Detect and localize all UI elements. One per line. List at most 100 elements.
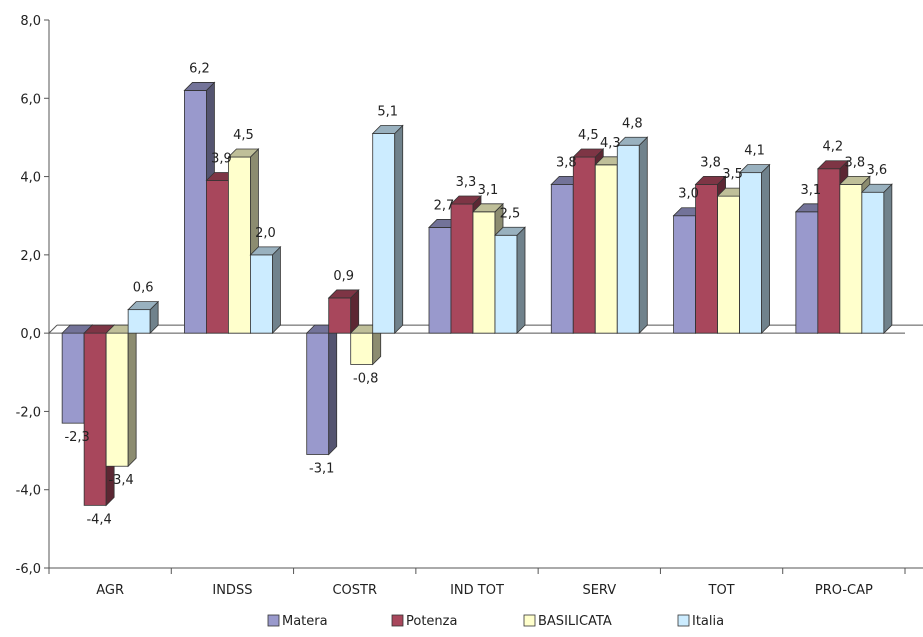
x-tick-label: COSTR — [332, 583, 377, 598]
bar-top — [227, 148, 260, 158]
y-tick-label: 8,0 — [20, 14, 41, 29]
bar — [349, 324, 382, 366]
bar-front — [739, 172, 762, 334]
x-tick-label: IND TOT — [450, 583, 504, 598]
bar-front — [250, 254, 273, 334]
data-label: -3,1 — [309, 461, 334, 476]
y-tick-label: -2,0 — [16, 405, 41, 420]
data-label: 3,9 — [211, 151, 232, 166]
data-label: -4,4 — [86, 512, 111, 527]
bar-side — [638, 136, 648, 335]
bar-front — [428, 227, 452, 334]
bar-top — [494, 226, 526, 236]
data-label: 0,9 — [333, 269, 354, 284]
data-label: 3,8 — [556, 155, 577, 170]
legend-swatch — [677, 614, 690, 627]
legend-label: BASILICATA — [538, 614, 612, 629]
data-label: 3,8 — [845, 155, 866, 170]
bar-side — [761, 163, 770, 335]
y-tick-label: 6,0 — [20, 92, 41, 107]
floor-depth-line — [48, 324, 58, 334]
bar-top — [838, 175, 871, 185]
bar-front — [717, 195, 740, 334]
bar-top — [816, 160, 849, 170]
y-axis-labels: 8,0 6,0 4,0 2,0 0,0 -2,0 -4,0 -6,0 — [16, 14, 41, 577]
bar-front — [494, 234, 518, 334]
bar-front — [206, 180, 229, 334]
bar-top — [249, 246, 282, 256]
bar-side — [127, 324, 137, 468]
legend-swatch — [391, 614, 404, 627]
bar-front — [61, 332, 85, 424]
bar-top — [327, 289, 360, 299]
bar-top — [738, 164, 771, 174]
bar — [738, 163, 771, 335]
x-tick-label: AGR — [96, 583, 124, 598]
bar-front — [795, 211, 819, 334]
x-tick-label: TOT — [708, 583, 735, 598]
bar-front — [83, 332, 107, 506]
data-label: 4,2 — [823, 140, 844, 155]
data-label: 4,3 — [600, 136, 621, 151]
legend-label: Potenza — [406, 614, 457, 629]
bar-front — [228, 156, 251, 334]
bar-front — [105, 332, 129, 467]
bar-front — [127, 309, 151, 334]
bar-front — [328, 297, 352, 334]
data-label: 5,1 — [377, 105, 398, 120]
bar-front — [184, 90, 207, 334]
legend-item: BASILICATA — [523, 614, 612, 629]
data-label: 4,5 — [578, 128, 599, 143]
data-label: 0,6 — [133, 281, 154, 296]
bar-front — [550, 183, 574, 334]
x-tick-label: INDSS — [212, 583, 252, 598]
bar — [127, 300, 160, 335]
data-label: 4,8 — [622, 116, 643, 131]
x-tick-label: PRO-CAP — [815, 583, 873, 598]
bar-top — [616, 136, 649, 146]
bar-top — [371, 125, 404, 134]
bar — [860, 183, 893, 335]
bar-front — [839, 183, 863, 334]
legend-swatch — [267, 614, 280, 627]
data-label: 3,1 — [801, 183, 822, 198]
data-label: 6,2 — [189, 61, 210, 76]
bar — [371, 124, 404, 335]
bar-front — [594, 164, 618, 334]
bar-front — [450, 203, 474, 334]
bar-marks — [61, 81, 893, 507]
y-tick-label: -6,0 — [16, 562, 41, 577]
y-tick-label: 0,0 — [20, 327, 41, 342]
data-label: 2,0 — [255, 226, 276, 241]
data-label: 3,3 — [456, 175, 477, 190]
bar-top — [860, 183, 893, 193]
bar — [305, 324, 338, 456]
bar-top — [450, 195, 482, 205]
data-label: 2,5 — [500, 206, 521, 221]
data-label: 3,1 — [478, 183, 499, 198]
legend-item: Italia — [677, 614, 724, 629]
legend: Matera Potenza BASILICATA Italia — [267, 614, 724, 629]
data-label: 3,5 — [722, 167, 743, 182]
bar-front — [306, 332, 330, 455]
x-tick-label: SERV — [582, 583, 616, 598]
legend-label: Matera — [282, 614, 328, 629]
x-axis-labels: AGR INDSS COSTR IND TOT SERV TOT PRO-CAP — [96, 583, 873, 598]
bar-front — [472, 211, 496, 334]
bar — [494, 226, 526, 335]
bar-top — [183, 82, 216, 91]
bar-top — [572, 148, 605, 158]
data-label: 2,7 — [434, 198, 455, 213]
data-label: -2,3 — [64, 430, 89, 445]
data-label: 4,1 — [744, 144, 765, 159]
bar-top — [472, 203, 504, 213]
bar-front — [350, 332, 374, 365]
y-tick-label: 4,0 — [20, 171, 41, 186]
data-label: 3,0 — [678, 187, 699, 202]
bar-front — [861, 191, 885, 334]
bar — [616, 136, 649, 335]
legend-swatch — [523, 614, 536, 627]
legend-label: Italia — [692, 614, 724, 629]
bar-side — [328, 324, 338, 456]
